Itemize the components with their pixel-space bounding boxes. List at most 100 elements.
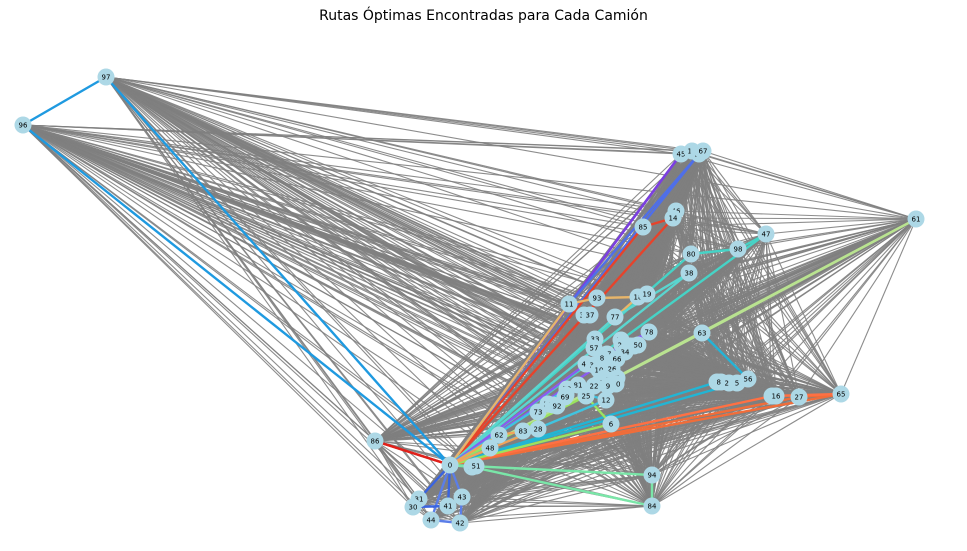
node-42: 42 [451,514,469,532]
edge-97-28 [105,76,539,430]
node-label-18: 18 [634,294,643,302]
node-label-67: 67 [699,148,708,156]
route-4-segment-0 [449,217,674,466]
node-51: 51 [467,457,485,475]
node-circle-80 [682,245,700,263]
edge-56-65 [747,378,842,395]
edge-97-67 [105,76,704,152]
edge-97-93 [105,76,598,299]
edge-97-60 [105,76,617,385]
edge-97-53 [105,76,473,468]
edge-61-47 [765,218,917,235]
node-67: 67 [694,142,712,160]
node-41: 41 [439,497,457,515]
node-27: 27 [790,388,808,406]
node-44: 44 [422,511,440,529]
edge-85-80 [642,226,692,255]
node-label-63: 63 [698,330,707,338]
node-label-96: 96 [19,122,28,130]
route-9-segment-0 [701,332,749,380]
node-77: 77 [606,308,624,326]
node-label-85: 85 [639,224,648,232]
node-circle-86 [366,432,384,450]
edge-45-61 [680,153,917,220]
edge-6-84 [610,423,653,507]
edge-80-65 [690,253,842,395]
node-label-25: 25 [582,393,591,401]
edge-98-63 [701,248,739,334]
edge-96-98 [22,124,739,250]
edge-84-44 [430,505,653,521]
node-circle-27 [790,388,808,406]
route-5-segment-0 [449,303,570,466]
node-label-93: 93 [593,295,602,303]
node-9: 9 [599,377,617,395]
node-16: 16 [767,387,785,405]
node-circle-63 [693,324,711,342]
edge-97-26 [105,76,613,370]
node-14: 14 [664,209,682,227]
node-43: 43 [453,488,471,506]
node-label-37: 37 [586,312,595,320]
node-86: 86 [366,432,384,450]
edge-97-18 [105,76,639,298]
node-label-62: 62 [495,432,504,440]
node-label-44: 44 [427,517,436,525]
edge-94-44 [430,474,653,521]
node-circle-25 [577,387,595,405]
edge-61-46 [675,210,917,220]
node-circle-9 [599,377,617,395]
route-10-segment-2 [449,381,738,467]
edge-97-51 [105,76,477,467]
node-label-50: 50 [634,342,643,350]
node-circle-47 [757,225,775,243]
node-label-86: 86 [371,438,380,446]
node-80: 80 [682,245,700,263]
edge-98-65 [737,248,842,395]
node-label-66: 66 [613,356,622,364]
node-circle-12 [597,391,615,409]
edge-48-42 [459,447,491,524]
edge-61-16 [775,218,917,397]
edge-96-19 [22,124,648,295]
edge-46-47 [675,210,767,235]
edge-78-63 [648,331,703,334]
node-circle-62 [490,426,508,444]
node-30: 30 [404,498,422,516]
edge-97-38 [105,76,690,274]
edge-63-27 [701,332,800,398]
node-label-83: 83 [519,428,528,436]
node-83: 83 [514,422,532,440]
edge-61-14 [672,217,917,220]
edge-63-65 [701,332,842,395]
edge-97-85 [105,76,644,228]
node-label-27: 27 [795,394,804,402]
node-label-78: 78 [645,329,654,337]
edge-96-66 [22,124,618,360]
node-circle-56 [739,370,757,388]
node-78: 78 [640,323,658,341]
edge-84-42 [459,505,653,524]
node-label-84: 84 [648,503,657,511]
chart-title: Rutas Óptimas Encontradas para Cada Cami… [319,8,648,24]
node-label-30: 30 [409,504,418,512]
node-96: 96 [14,116,32,134]
edge-56-84 [651,378,749,507]
edge-93-63 [596,297,703,334]
edge-47-80 [690,233,767,255]
node-label-69: 69 [561,394,570,402]
node-circle-61 [907,210,925,228]
edge-96-18 [22,124,639,298]
edge-16-84 [651,395,777,507]
edge-97-80 [105,76,692,255]
edge-97-14 [105,76,674,219]
node-62: 62 [490,426,508,444]
edge-97-72 [105,76,568,390]
node-label-0: 0 [448,462,452,470]
edge-85-27 [642,226,800,398]
node-37: 37 [581,306,599,324]
node-circle-78 [640,323,658,341]
node-circle-43 [453,488,471,506]
edge-65-94 [651,393,842,476]
edge-46-98 [675,210,739,250]
